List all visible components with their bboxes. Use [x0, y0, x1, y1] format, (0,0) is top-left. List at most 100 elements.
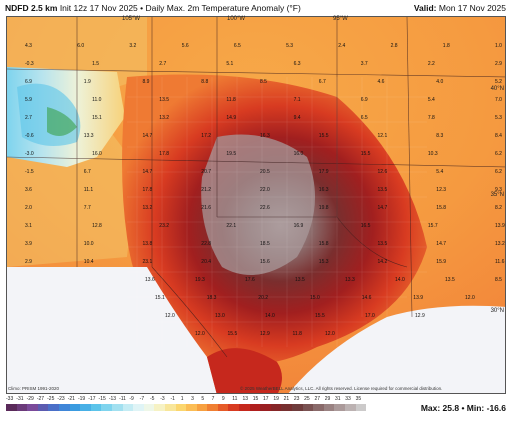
colorbar-tick-label: 25 [304, 396, 310, 402]
anomaly-value-label: 5.3 [495, 115, 502, 121]
anomaly-value-label: 15.5 [361, 151, 371, 157]
anomaly-value-label: 13.3 [84, 133, 94, 139]
anomaly-value-label: 4.0 [436, 79, 443, 85]
anomaly-value-label: 14.0 [265, 313, 275, 319]
anomaly-value-label: 7.0 [495, 97, 502, 103]
anomaly-value-label: 4.3 [25, 43, 32, 49]
anomaly-value-label: 8.4 [495, 133, 502, 139]
anomaly-value-label: 10.4 [84, 259, 94, 265]
anomaly-value-label: 3.6 [25, 187, 32, 193]
anomaly-values: 4.3 6.0 3.2 5.6 6.5 5.3 2.4 2.8 1.8 1.0 -0.3 1.5 2.7… [25, 43, 505, 337]
anomaly-value-label: 22.1 [226, 223, 236, 229]
anomaly-value-label: 9.4 [294, 115, 301, 121]
anomaly-value-label: 17.0 [365, 313, 375, 319]
colorbar-swatch [323, 404, 335, 411]
anomaly-value-label: 19.3 [195, 277, 205, 283]
colorbar-swatch [355, 404, 367, 411]
anomaly-value-label: 6.7 [319, 79, 326, 85]
max-value: Max: 25.8 [420, 403, 460, 413]
colorbar-swatch [48, 404, 59, 411]
anomaly-value-label: 12.0 [195, 331, 205, 337]
anomaly-value-label: 1.9 [84, 79, 91, 85]
anomaly-value-label: 3.7 [361, 61, 368, 67]
anomaly-value-label: 17.9 [319, 169, 329, 175]
anomaly-value-label: 13.5 [378, 241, 388, 247]
anomaly-value-label: 14.2 [378, 259, 388, 265]
colorbar-swatch [217, 404, 229, 411]
anomaly-value-label: 3.2 [129, 43, 136, 49]
colorbar-tick-label: -21 [67, 396, 75, 402]
lon-label-105: 105°W [122, 16, 141, 22]
header-bar: NDFD 2.5 km Init 12z 17 Nov 2025 • Daily… [0, 0, 512, 16]
anomaly-value-label: 12.0 [465, 295, 475, 301]
anomaly-value-label: 13.2 [159, 115, 169, 121]
colorbar-tick-label: -31 [16, 396, 24, 402]
valid-label: Valid: [413, 3, 437, 13]
anomaly-value-label: 5.3 [286, 43, 293, 49]
anomaly-value-label: -0.6 [25, 133, 34, 139]
colorbar-swatch [69, 404, 81, 411]
colorbar-swatch [281, 404, 293, 411]
anomaly-value-label: 12.3 [436, 187, 446, 193]
anomaly-value-label: 12.0 [325, 331, 335, 337]
anomaly-value-label: 15.7 [428, 223, 438, 229]
colorbar-swatch [154, 404, 165, 411]
anomaly-value-label: 15.3 [319, 259, 329, 265]
anomaly-value-label: 12.9 [415, 313, 425, 319]
anomaly-value-label: 15.8 [436, 205, 446, 211]
anomaly-value-label: 11.6 [495, 259, 505, 265]
colorbar-swatch [111, 404, 123, 411]
anomaly-value-label: 2.4 [338, 43, 345, 49]
colorbar-tick-label: -5 [149, 396, 155, 402]
anomaly-value-label: 13.0 [215, 313, 225, 319]
border-line [217, 216, 408, 268]
colorbar-tick-label: 15 [252, 396, 259, 402]
anomaly-value-label: 5.2 [495, 79, 502, 85]
anomaly-value-label: 11.8 [226, 97, 236, 103]
anomaly-value-label: 12.0 [165, 313, 175, 319]
anomaly-value-label: 5.4 [436, 169, 443, 175]
colorbar-swatch [122, 404, 134, 411]
anomaly-value-label: 20.2 [258, 295, 268, 301]
anomaly-value-label: -1.5 [25, 169, 34, 175]
anomaly-value-label: -0.3 [25, 61, 34, 67]
anomaly-value-label: 6.9 [361, 97, 368, 103]
colorbar-tick-label: 7 [211, 396, 215, 402]
anomaly-value-label: 8.2 [495, 205, 502, 211]
colorbar-swatch [164, 404, 176, 411]
colorbar-swatch [249, 404, 261, 411]
anomaly-value-label: 2.8 [391, 43, 398, 49]
colorbar-tick-label: 27 [314, 396, 320, 402]
anomaly-value-label: 11.8 [293, 331, 303, 337]
colorbar [6, 404, 367, 411]
anomaly-value-label: 13.3 [345, 277, 355, 283]
colorbar-tick-label: -23 [57, 396, 65, 402]
colorbar-swatch [80, 404, 91, 411]
cold-core-green [47, 107, 77, 136]
anomaly-value-label: 6.2 [495, 151, 502, 157]
county-grid-vertical [136, 77, 388, 347]
anomaly-value-label: 7.1 [294, 97, 301, 103]
colorbar-swatch [143, 404, 155, 411]
anomaly-value-label: 12.9 [260, 331, 270, 337]
anomaly-value-label: 7.7 [84, 205, 91, 211]
anomaly-value-label: 14.0 [395, 277, 405, 283]
anomaly-value-label: 16.9 [294, 223, 304, 229]
colorbar-tick-label: -27 [36, 396, 45, 402]
anomaly-value-label: 13.5 [445, 277, 455, 283]
colorbar-tick-label: -1 [170, 396, 175, 402]
anomaly-value-label: 14.7 [378, 205, 388, 211]
anomaly-value-label: 13.5 [159, 97, 169, 103]
anomaly-value-label: 9.3 [495, 187, 502, 193]
anomaly-value-label: 15.0 [310, 295, 320, 301]
anomaly-value-label: 15.5 [228, 331, 238, 337]
colorbar-swatch [270, 404, 282, 411]
county-grid [127, 77, 427, 347]
colorbar-swatch [58, 404, 70, 411]
colorbar-tick-label: 3 [191, 396, 194, 402]
anomaly-value-label: 16.0 [92, 151, 102, 157]
anomaly-value-label: 17.2 [201, 133, 211, 139]
colorbar-tick-label: 33 [345, 396, 351, 402]
anomaly-value-label: 3.1 [25, 223, 32, 229]
lon-label-95: 95°W [333, 16, 348, 22]
